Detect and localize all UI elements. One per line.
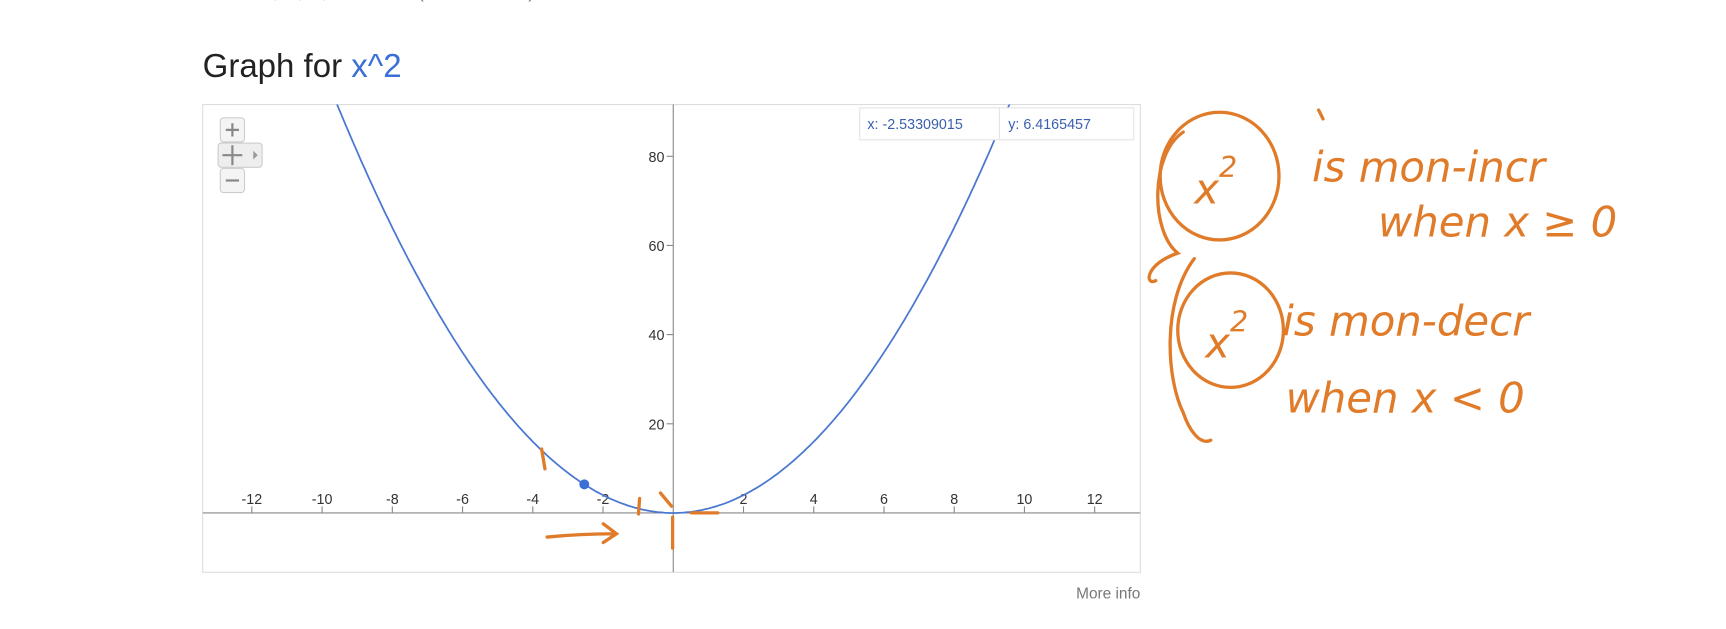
x-tick-label: -12 bbox=[242, 492, 263, 508]
x-tick-label: 2 bbox=[740, 492, 748, 508]
hover-point bbox=[579, 479, 590, 490]
annotations bbox=[539, 108, 1325, 550]
result-stats: About 15,20,00,000 results (0.47 seconds… bbox=[203, 0, 535, 2]
more-info[interactable]: More info bbox=[1076, 586, 1140, 603]
note-2-expr: x2 bbox=[1203, 304, 1248, 367]
x-tick-label: 4 bbox=[810, 492, 818, 508]
y-tick-label: 60 bbox=[649, 239, 665, 255]
x-tick-label: -4 bbox=[526, 492, 539, 508]
tooltip bbox=[859, 107, 1135, 141]
note-1-expr: x2 bbox=[1192, 150, 1237, 213]
graph-frame[interactable] bbox=[202, 103, 1141, 573]
circle-2 bbox=[1176, 271, 1286, 390]
note-1-x: x bbox=[1192, 165, 1220, 214]
plus-icon bbox=[225, 123, 240, 137]
note-1-line2: when x ≥ 0 bbox=[1378, 198, 1617, 247]
marks bbox=[539, 447, 720, 550]
brace-2 bbox=[1168, 256, 1213, 443]
note-2-x: x bbox=[1203, 319, 1231, 368]
pan-icon bbox=[222, 145, 243, 166]
title-prefix: Graph for bbox=[203, 47, 342, 84]
note-1-power: 2 bbox=[1219, 150, 1237, 184]
graph-title: Graph for x^2 bbox=[203, 47, 402, 84]
x-tick-label: -6 bbox=[456, 492, 469, 508]
x-tick-label: 6 bbox=[880, 492, 888, 508]
y-tick-label: 40 bbox=[649, 328, 665, 344]
expression[interactable]: x^2 bbox=[351, 47, 401, 84]
tooltip-y: y: 6.4165457 bbox=[1008, 117, 1091, 133]
x-tick-label: 8 bbox=[950, 492, 958, 508]
x-tick-label: 12 bbox=[1087, 492, 1103, 508]
arrow bbox=[545, 522, 620, 545]
y-tick-label: 20 bbox=[649, 417, 665, 433]
curve bbox=[336, 104, 1011, 514]
note-2-line2: when x < 0 bbox=[1286, 374, 1525, 423]
brace-1 bbox=[1147, 130, 1185, 284]
tooltip-x: x: -2.53309015 bbox=[867, 117, 962, 133]
note-2-line1: is mon-decr bbox=[1282, 297, 1532, 346]
pan-arrow bbox=[253, 150, 258, 160]
note-2-power: 2 bbox=[1230, 304, 1248, 338]
x-tick-label: 10 bbox=[1016, 492, 1032, 508]
x-tick-label: -8 bbox=[386, 492, 399, 508]
note-1-line1: is mon-incr bbox=[1312, 143, 1548, 192]
y-tick-label: 80 bbox=[649, 150, 665, 166]
dash bbox=[1316, 108, 1325, 121]
zoom-controls bbox=[217, 117, 263, 194]
x-tick-label: -10 bbox=[312, 492, 333, 508]
